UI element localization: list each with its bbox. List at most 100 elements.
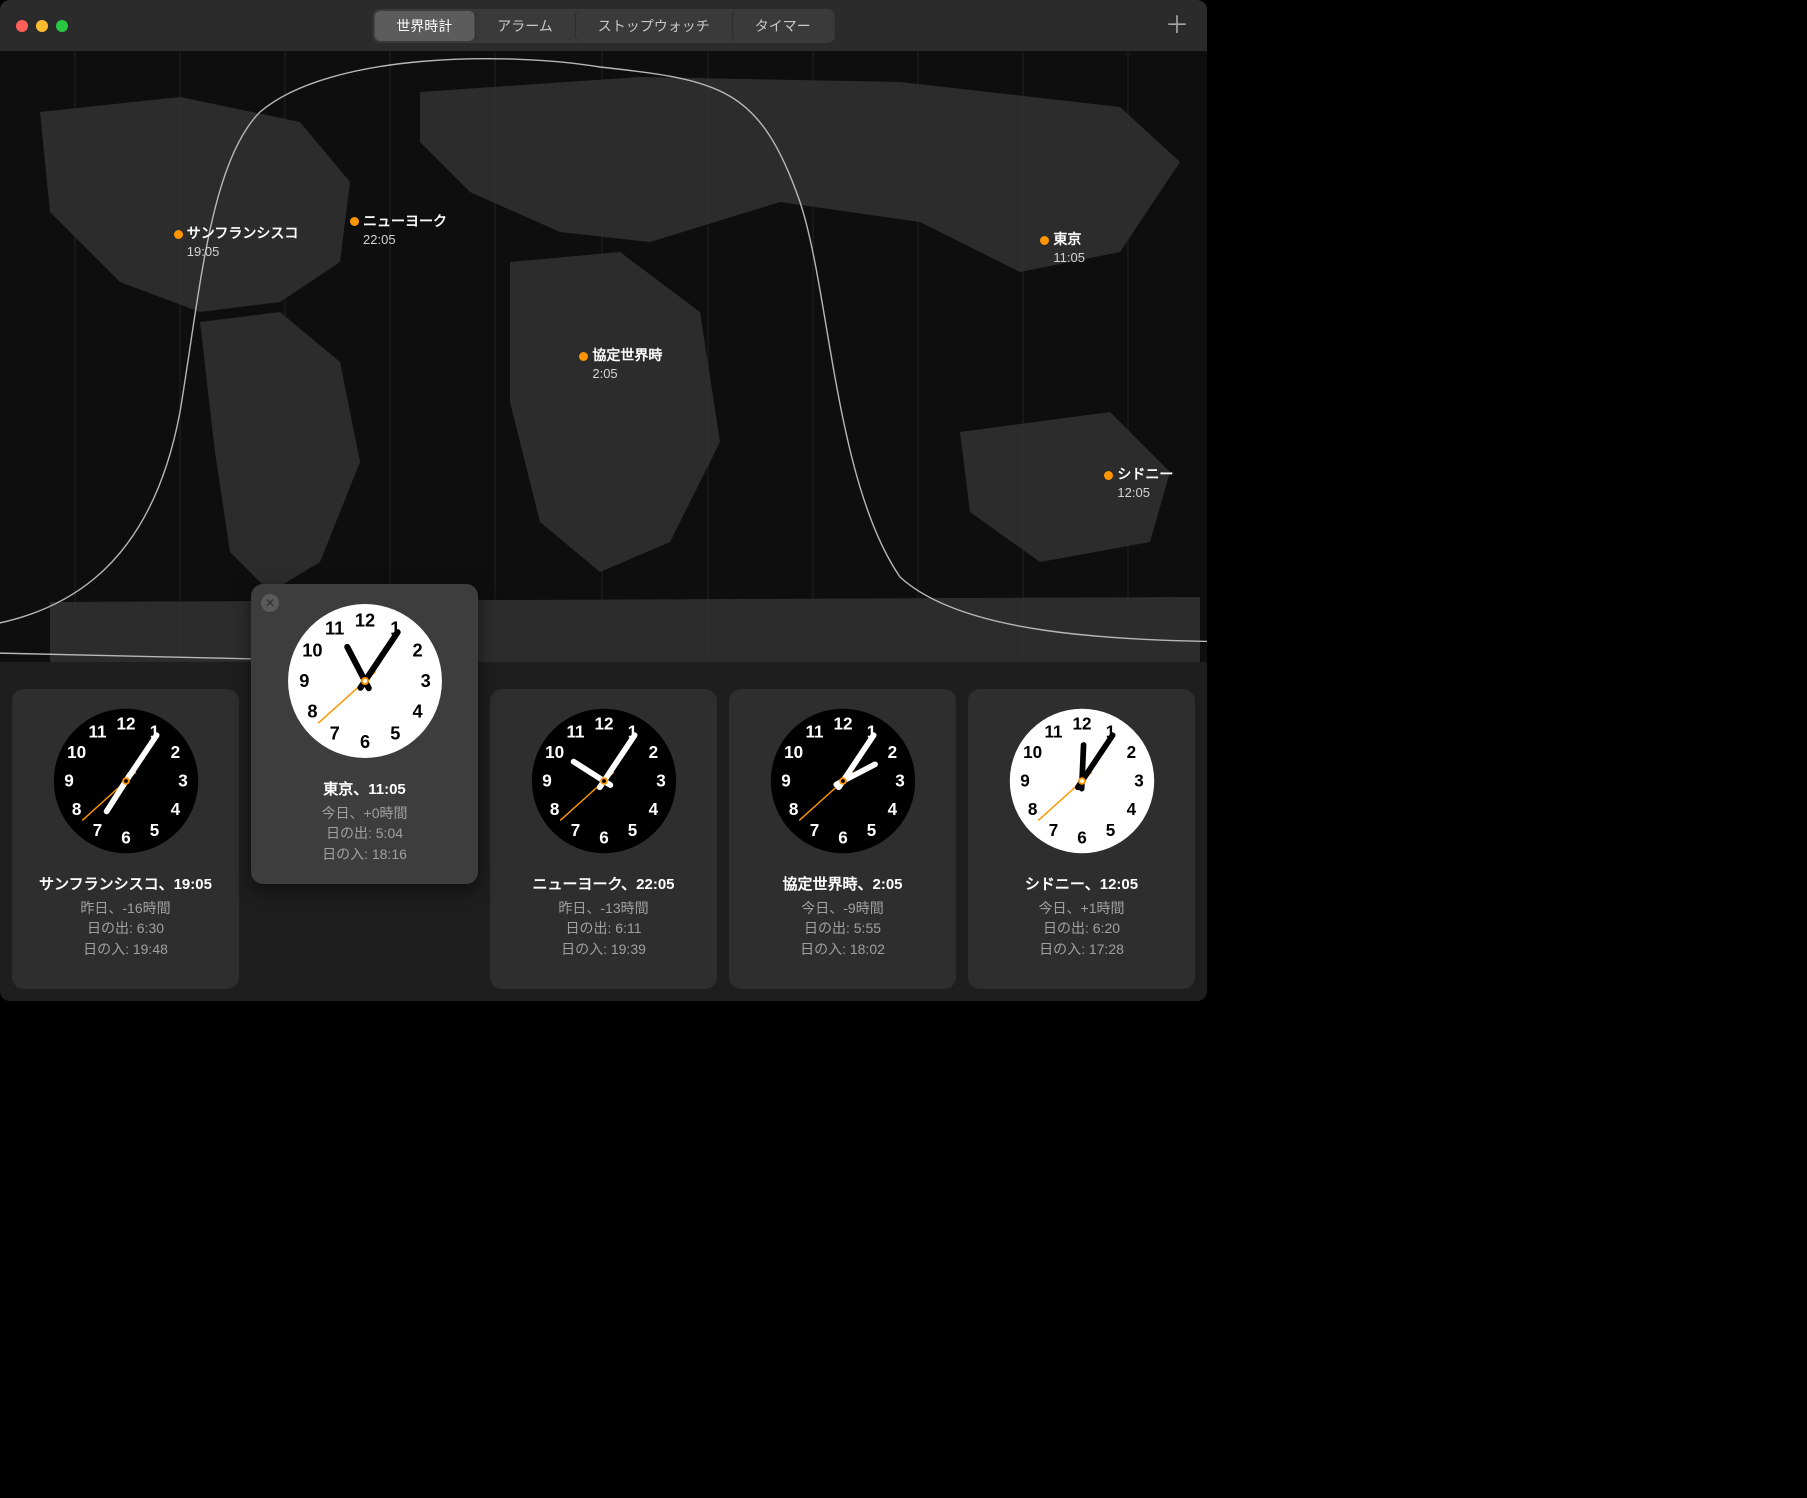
svg-text:3: 3: [656, 772, 666, 791]
world-clock-window: 世界時計 アラーム ストップウォッチ タイマー ＋ サンフランシスコ19:05 ニ…: [0, 0, 1207, 1001]
svg-text:8: 8: [788, 800, 798, 819]
city-pin-ny[interactable]: ニューヨーク22:05: [350, 211, 447, 247]
svg-text:8: 8: [71, 800, 81, 819]
city-pin-name: 東京: [1053, 231, 1081, 247]
clock-cards-row: 123456789101112サンフランシスコ、19:05昨日、-16時間日の出…: [12, 689, 1195, 989]
svg-text:2: 2: [170, 743, 180, 762]
tab-timer[interactable]: タイマー: [732, 11, 833, 41]
svg-text:2: 2: [1126, 743, 1136, 762]
city-pin-time: 22:05: [363, 232, 447, 247]
svg-text:3: 3: [420, 671, 430, 691]
tab-stopwatch[interactable]: ストップウォッチ: [575, 11, 732, 41]
svg-text:4: 4: [1126, 800, 1136, 819]
svg-text:6: 6: [838, 829, 848, 848]
clock-offset: 昨日、-13時間: [500, 898, 707, 918]
tab-world-clock[interactable]: 世界時計: [374, 11, 474, 41]
svg-text:7: 7: [1048, 821, 1058, 840]
clock-sunset: 日の入: 18:16: [261, 844, 468, 864]
svg-text:4: 4: [170, 800, 180, 819]
svg-text:6: 6: [1077, 829, 1087, 848]
city-pin-name: シドニー: [1117, 466, 1173, 482]
world-map: サンフランシスコ19:05 ニューヨーク22:05 協定世界時2:05 東京 11:05…: [0, 52, 1207, 662]
clock-card-sydney[interactable]: 123456789101112シドニー、12:05今日、+1時間日の出: 6:2…: [968, 689, 1195, 989]
svg-text:10: 10: [1023, 743, 1042, 762]
svg-text:2: 2: [887, 743, 897, 762]
svg-text:9: 9: [1020, 772, 1030, 791]
clock-title: サンフランシスコ、19:05: [22, 873, 229, 894]
city-pin-utc[interactable]: 協定世界時2:05: [579, 345, 662, 381]
city-pin-dot-icon: [1104, 471, 1113, 480]
clock-face-sydney: 123456789101112: [1006, 705, 1158, 857]
svg-text:12: 12: [116, 715, 135, 734]
svg-text:8: 8: [549, 800, 559, 819]
clock-card-utc[interactable]: 123456789101112協定世界時、2:05今日、-9時間日の出: 5:5…: [729, 689, 956, 989]
svg-text:4: 4: [648, 800, 658, 819]
svg-text:10: 10: [67, 743, 86, 762]
clock-sunrise: 日の出: 6:11: [500, 918, 707, 938]
svg-text:9: 9: [781, 772, 791, 791]
svg-text:11: 11: [324, 619, 343, 639]
svg-text:7: 7: [809, 821, 819, 840]
clock-details: 今日、+0時間日の出: 5:04日の入: 18:16: [261, 803, 468, 864]
svg-text:9: 9: [542, 772, 552, 791]
clock-sunset: 日の入: 18:02: [739, 939, 946, 959]
svg-text:10: 10: [302, 641, 322, 661]
clock-offset: 今日、+1時間: [978, 898, 1185, 918]
clock-card-sf[interactable]: 123456789101112サンフランシスコ、19:05昨日、-16時間日の出…: [12, 689, 239, 989]
svg-text:10: 10: [545, 743, 564, 762]
city-pin-dot-icon: [1040, 236, 1049, 245]
svg-text:6: 6: [359, 732, 369, 752]
svg-text:9: 9: [299, 671, 309, 691]
titlebar: 世界時計 アラーム ストップウォッチ タイマー ＋: [0, 0, 1207, 52]
svg-text:10: 10: [784, 743, 803, 762]
city-pin-sydney[interactable]: シドニー 12:05: [1104, 464, 1173, 500]
close-window-button[interactable]: [16, 20, 28, 32]
clock-sunset: 日の入: 19:48: [22, 939, 229, 959]
clock-face-utc: 123456789101112: [767, 705, 919, 857]
svg-text:12: 12: [1072, 715, 1091, 734]
maximize-window-button[interactable]: [56, 20, 68, 32]
svg-text:7: 7: [92, 821, 102, 840]
clock-face-ny: 123456789101112: [528, 705, 680, 857]
clock-sunset: 日の入: 17:28: [978, 939, 1185, 959]
svg-text:12: 12: [833, 715, 852, 734]
city-pin-dot-icon: [579, 352, 588, 361]
clock-sunrise: 日の出: 5:55: [739, 918, 946, 938]
clock-card-ny[interactable]: 123456789101112ニューヨーク、22:05昨日、-13時間日の出: …: [490, 689, 717, 989]
remove-clock-button[interactable]: ✕: [261, 594, 279, 612]
svg-text:3: 3: [178, 772, 188, 791]
svg-text:2: 2: [648, 743, 658, 762]
svg-text:5: 5: [866, 821, 876, 840]
svg-text:6: 6: [121, 829, 131, 848]
svg-text:5: 5: [390, 724, 400, 744]
tab-alarm[interactable]: アラーム: [474, 11, 575, 41]
clock-details: 今日、-9時間日の出: 5:55日の入: 18:02: [739, 898, 946, 959]
clock-card-tokyo[interactable]: ✕123456789101112東京、11:05今日、+0時間日の出: 5:04…: [251, 584, 478, 884]
minimize-window-button[interactable]: [36, 20, 48, 32]
clock-sunrise: 日の出: 5:04: [261, 823, 468, 843]
clock-title: 協定世界時、2:05: [739, 873, 946, 894]
svg-text:3: 3: [1134, 772, 1144, 791]
svg-text:11: 11: [88, 722, 107, 741]
clock-face-tokyo: 123456789101112: [284, 600, 446, 762]
city-pin-tokyo[interactable]: 東京 11:05: [1040, 229, 1085, 265]
city-pin-sf[interactable]: サンフランシスコ19:05: [174, 223, 299, 259]
add-clock-button[interactable]: ＋: [1165, 14, 1189, 38]
city-pin-time: 11:05: [1053, 250, 1085, 265]
clock-details: 今日、+1時間日の出: 6:20日の入: 17:28: [978, 898, 1185, 959]
clock-details: 昨日、-16時間日の出: 6:30日の入: 19:48: [22, 898, 229, 959]
clock-offset: 今日、-9時間: [739, 898, 946, 918]
clock-sunrise: 日の出: 6:20: [978, 918, 1185, 938]
svg-text:11: 11: [805, 722, 824, 741]
svg-text:12: 12: [594, 715, 613, 734]
city-pin-time: 2:05: [592, 366, 662, 381]
clock-face-sf: 123456789101112: [50, 705, 202, 857]
svg-text:11: 11: [1044, 722, 1063, 741]
city-pin-time: 12:05: [1117, 485, 1173, 500]
svg-text:6: 6: [599, 829, 609, 848]
window-controls: [16, 20, 68, 32]
svg-text:11: 11: [566, 722, 585, 741]
clock-details: 昨日、-13時間日の出: 6:11日の入: 19:39: [500, 898, 707, 959]
city-pin-dot-icon: [174, 230, 183, 239]
svg-text:8: 8: [307, 702, 317, 722]
